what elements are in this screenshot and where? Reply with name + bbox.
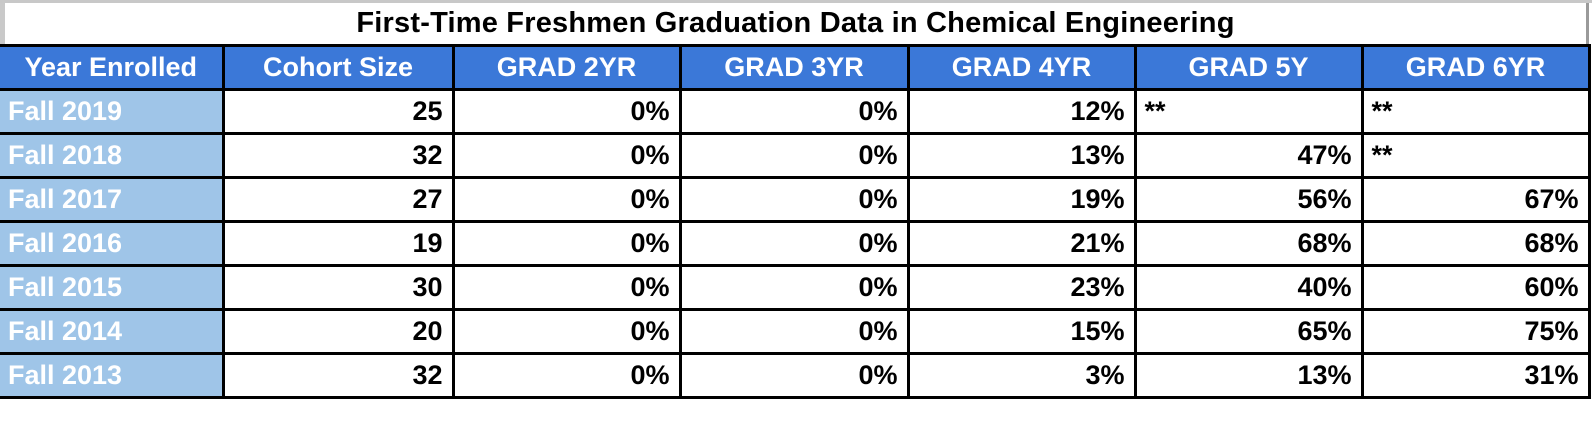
cell-grad-4yr: 15%	[906, 308, 1137, 355]
cell-grad-6yr: 60%	[1360, 264, 1591, 311]
header-grad-2yr: GRAD 2YR	[451, 44, 682, 91]
cell-grad-6yr: 67%	[1360, 176, 1591, 223]
table-row: Fall 2016 19 0% 0% 21% 68% 68%	[0, 220, 1591, 267]
cell-cohort-size: 30	[221, 264, 455, 311]
cell-grad-5y: **	[1133, 88, 1364, 135]
cell-grad-6yr: 75%	[1360, 308, 1591, 355]
cell-cohort-size: 20	[221, 308, 455, 355]
cell-grad-4yr: 21%	[906, 220, 1137, 267]
table-row: Fall 2013 32 0% 0% 3% 13% 31%	[0, 352, 1591, 399]
cell-year-enrolled: Fall 2014	[0, 308, 225, 355]
cell-grad-3yr: 0%	[678, 352, 910, 399]
cell-grad-5y: 65%	[1133, 308, 1364, 355]
header-grad-3yr: GRAD 3YR	[678, 44, 910, 91]
cell-grad-5y: 56%	[1133, 176, 1364, 223]
cell-cohort-size: 32	[221, 352, 455, 399]
cell-grad-5y: 68%	[1133, 220, 1364, 267]
cell-grad-4yr: 13%	[906, 132, 1137, 179]
cell-grad-3yr: 0%	[678, 88, 910, 135]
cell-grad-3yr: 0%	[678, 176, 910, 223]
header-row: Year Enrolled Cohort Size GRAD 2YR GRAD …	[0, 44, 1591, 91]
table-row: Fall 2015 30 0% 0% 23% 40% 60%	[0, 264, 1591, 311]
cell-grad-3yr: 0%	[678, 264, 910, 311]
cell-grad-2yr: 0%	[451, 176, 682, 223]
cell-cohort-size: 27	[221, 176, 455, 223]
cell-grad-4yr: 3%	[906, 352, 1137, 399]
cell-grad-2yr: 0%	[451, 88, 682, 135]
cell-grad-5y: 47%	[1133, 132, 1364, 179]
cell-grad-6yr: **	[1360, 88, 1591, 135]
table-row: Fall 2014 20 0% 0% 15% 65% 75%	[0, 308, 1591, 355]
cell-grad-3yr: 0%	[678, 132, 910, 179]
cell-grad-3yr: 0%	[678, 308, 910, 355]
table-row: Fall 2017 27 0% 0% 19% 56% 67%	[0, 176, 1591, 223]
header-year-enrolled: Year Enrolled	[0, 44, 225, 91]
cell-grad-5y: 40%	[1133, 264, 1364, 311]
cell-cohort-size: 19	[221, 220, 455, 267]
cell-grad-5y: 13%	[1133, 352, 1364, 399]
cell-grad-4yr: 19%	[906, 176, 1137, 223]
cell-grad-4yr: 12%	[906, 88, 1137, 135]
table-body: Fall 2019 25 0% 0% 12% ** ** Fall 2018 3…	[0, 88, 1591, 399]
cell-grad-2yr: 0%	[451, 220, 682, 267]
header-grad-6yr: GRAD 6YR	[1360, 44, 1591, 91]
cell-grad-3yr: 0%	[678, 220, 910, 267]
header-grad-4yr: GRAD 4YR	[906, 44, 1137, 91]
cell-year-enrolled: Fall 2013	[0, 352, 225, 399]
header-cohort-size: Cohort Size	[221, 44, 455, 91]
cell-cohort-size: 32	[221, 132, 455, 179]
cell-cohort-size: 25	[221, 88, 455, 135]
cell-grad-6yr: **	[1360, 132, 1591, 179]
cell-grad-2yr: 0%	[451, 308, 682, 355]
cell-year-enrolled: Fall 2015	[0, 264, 225, 311]
cell-grad-4yr: 23%	[906, 264, 1137, 311]
header-grad-5y: GRAD 5Y	[1133, 44, 1364, 91]
page-title: First-Time Freshmen Graduation Data in C…	[0, 3, 1589, 44]
table-row: Fall 2019 25 0% 0% 12% ** **	[0, 88, 1591, 135]
cell-grad-6yr: 68%	[1360, 220, 1591, 267]
cell-year-enrolled: Fall 2016	[0, 220, 225, 267]
cell-grad-2yr: 0%	[451, 264, 682, 311]
cell-grad-2yr: 0%	[451, 132, 682, 179]
cell-year-enrolled: Fall 2018	[0, 132, 225, 179]
graduation-data-table: Year Enrolled Cohort Size GRAD 2YR GRAD …	[0, 44, 1591, 399]
cell-year-enrolled: Fall 2019	[0, 88, 225, 135]
table-header: Year Enrolled Cohort Size GRAD 2YR GRAD …	[0, 44, 1591, 91]
cell-grad-6yr: 31%	[1360, 352, 1591, 399]
cell-grad-2yr: 0%	[451, 352, 682, 399]
cell-year-enrolled: Fall 2017	[0, 176, 225, 223]
table-row: Fall 2018 32 0% 0% 13% 47% **	[0, 132, 1591, 179]
sheet-gridline-top	[0, 0, 1592, 3]
